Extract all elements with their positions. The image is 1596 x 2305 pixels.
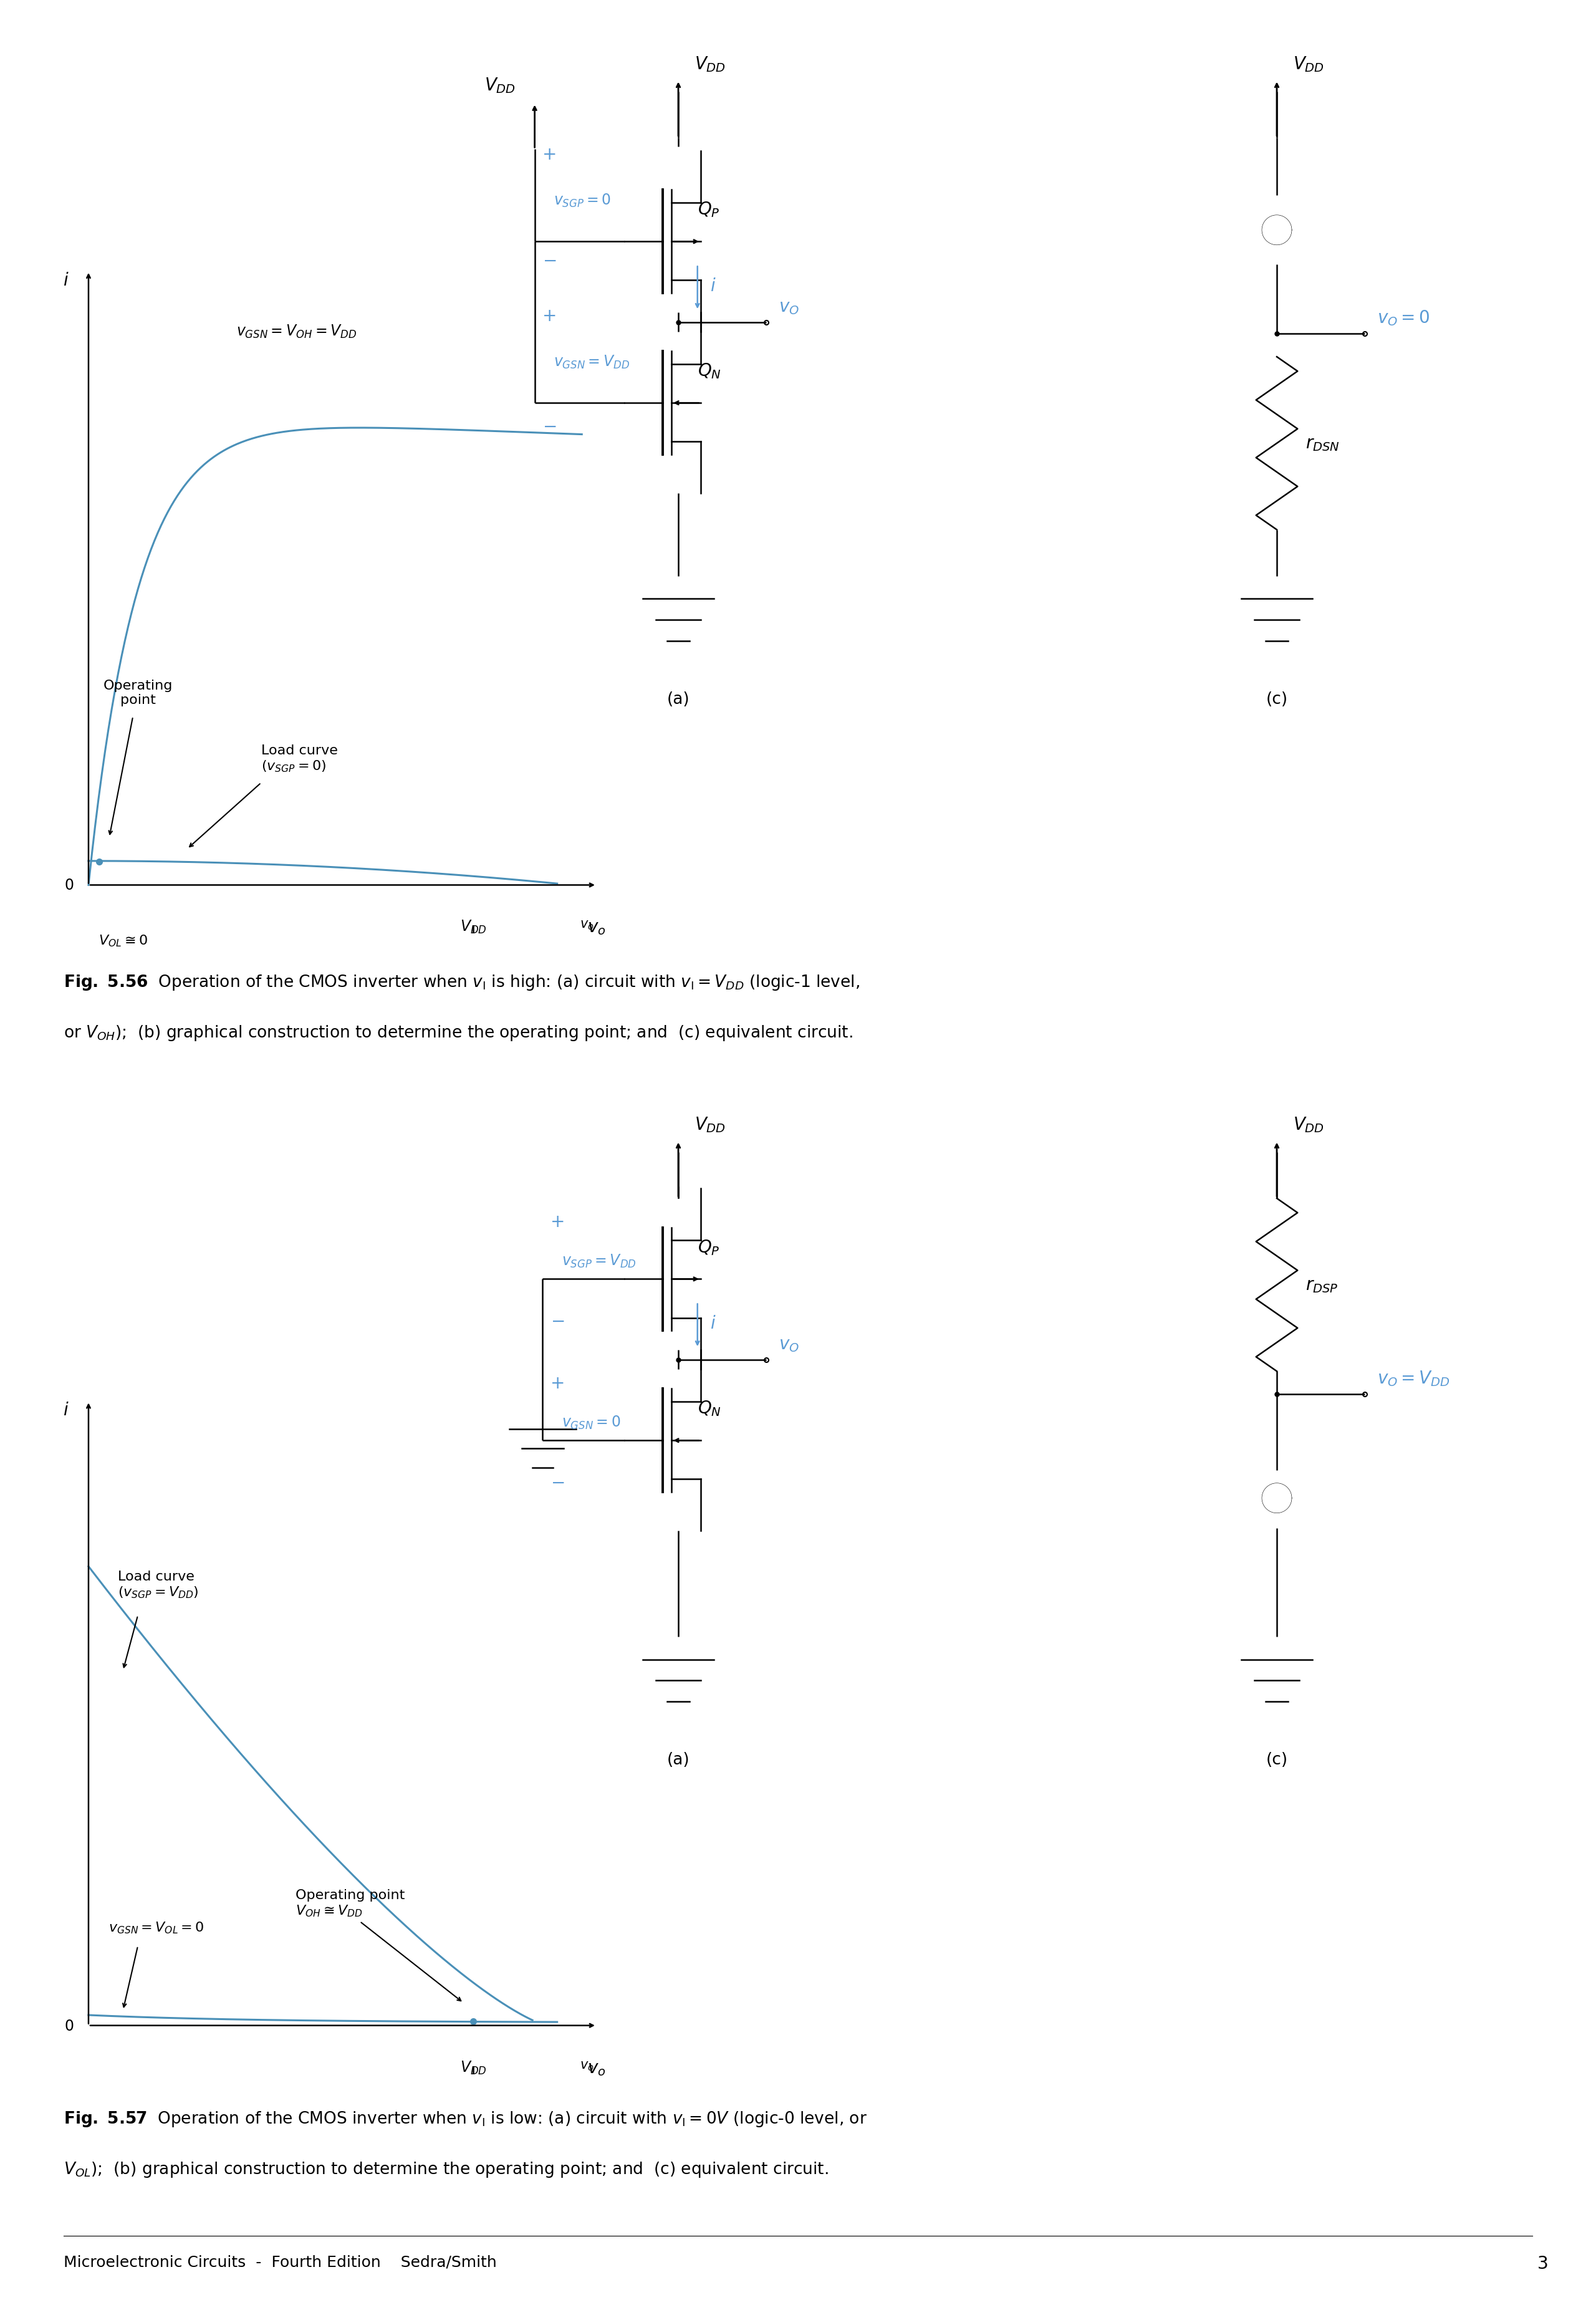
Text: $v_{SGP} = V_{DD}$: $v_{SGP} = V_{DD}$ <box>562 1252 637 1270</box>
Text: or $V_{OH}$);  (b) graphical construction to determine the operating point; and : or $V_{OH}$); (b) graphical construction… <box>64 1023 852 1042</box>
Text: +: + <box>551 1212 565 1231</box>
Text: $v_O = V_{DD}$: $v_O = V_{DD}$ <box>1377 1369 1451 1388</box>
Text: $V_{DD}$: $V_{DD}$ <box>460 917 487 936</box>
Polygon shape <box>1262 217 1291 244</box>
Text: Load curve
$(v_{SGP} = 0)$: Load curve $(v_{SGP} = 0)$ <box>262 745 338 774</box>
Text: $i$: $i$ <box>62 272 69 288</box>
Text: $-$: $-$ <box>543 417 557 436</box>
Text: (a): (a) <box>667 691 689 708</box>
Text: (a): (a) <box>667 1752 689 1768</box>
Text: $V_{DD}$: $V_{DD}$ <box>484 76 516 95</box>
Text: $v_{GSN} = V_{DD}$: $v_{GSN} = V_{DD}$ <box>554 353 630 371</box>
Text: $Q_N$: $Q_N$ <box>697 362 721 380</box>
Polygon shape <box>1262 1484 1291 1512</box>
Text: $v_{GSN} = V_{OH} = V_{DD}$: $v_{GSN} = V_{OH} = V_{DD}$ <box>236 323 358 339</box>
Text: $v_{GSN} = 0$: $v_{GSN} = 0$ <box>562 1413 621 1431</box>
Text: $i$: $i$ <box>710 277 717 295</box>
Text: $r_{DSN}$: $r_{DSN}$ <box>1306 436 1339 452</box>
Text: $V_{OL}\cong 0$: $V_{OL}\cong 0$ <box>99 934 147 947</box>
Text: $Q_N$: $Q_N$ <box>697 1399 721 1418</box>
Text: $0$: $0$ <box>64 2019 73 2033</box>
Text: $Q_P$: $Q_P$ <box>697 201 720 219</box>
Text: $v_O$: $v_O$ <box>779 1335 800 1353</box>
Text: $\mathbf{Fig.\ 5.57}$  Operation of the CMOS inverter when $v_\mathrm{I}$ is low: $\mathbf{Fig.\ 5.57}$ Operation of the C… <box>64 2109 867 2128</box>
Text: Operating point
$V_{OH} \cong V_{DD}$: Operating point $V_{OH} \cong V_{DD}$ <box>295 1888 405 1918</box>
Text: +: + <box>551 1374 565 1392</box>
Text: $v_o$: $v_o$ <box>587 2058 606 2077</box>
Text: $-$: $-$ <box>543 251 557 270</box>
Text: $v_O = 0$: $v_O = 0$ <box>1377 309 1430 327</box>
Text: 3: 3 <box>1537 2254 1548 2273</box>
Text: $v_o$: $v_o$ <box>579 917 594 931</box>
Text: $v_O$: $v_O$ <box>779 297 800 316</box>
Text: (c): (c) <box>1266 1752 1288 1768</box>
Text: $\mathbf{Fig.\ 5.56}$  Operation of the CMOS inverter when $v_\mathrm{I}$ is hig: $\mathbf{Fig.\ 5.56}$ Operation of the C… <box>64 973 860 991</box>
Text: $-$: $-$ <box>551 1473 565 1491</box>
Text: $v_o$: $v_o$ <box>579 2058 594 2072</box>
Text: $-$: $-$ <box>551 1312 565 1330</box>
Text: $0$: $0$ <box>64 878 73 892</box>
Text: $r_{DSP}$: $r_{DSP}$ <box>1306 1277 1337 1293</box>
Text: $V_{DD}$: $V_{DD}$ <box>694 55 726 74</box>
Text: $i$: $i$ <box>62 1401 69 1420</box>
Text: Microelectronic Circuits  -  Fourth Edition    Sedra/Smith: Microelectronic Circuits - Fourth Editio… <box>64 2254 496 2268</box>
Text: $Q_P$: $Q_P$ <box>697 1238 720 1256</box>
Text: +: + <box>543 145 557 164</box>
Text: $v_{GSN} = V_{OL} = 0$: $v_{GSN} = V_{OL} = 0$ <box>109 1920 204 1934</box>
Text: +: + <box>543 307 557 325</box>
Text: $i$: $i$ <box>710 1314 717 1332</box>
Text: Load curve
$(v_{SGP} = V_{DD})$: Load curve $(v_{SGP} = V_{DD})$ <box>118 1570 200 1600</box>
Text: $v_o$: $v_o$ <box>587 917 606 936</box>
Text: Operating
point: Operating point <box>104 680 172 705</box>
Text: (c): (c) <box>1266 691 1288 708</box>
Text: $V_{DD}$: $V_{DD}$ <box>1293 1116 1325 1134</box>
Text: $V_{DD}$: $V_{DD}$ <box>460 2058 487 2074</box>
Text: $V_{OL}$);  (b) graphical construction to determine the operating point; and  (c: $V_{OL}$); (b) graphical construction to… <box>64 2160 828 2178</box>
Text: $V_{DD}$: $V_{DD}$ <box>1293 55 1325 74</box>
Text: $V_{DD}$: $V_{DD}$ <box>694 1116 726 1134</box>
Text: $v_{SGP} = 0$: $v_{SGP} = 0$ <box>554 191 611 210</box>
